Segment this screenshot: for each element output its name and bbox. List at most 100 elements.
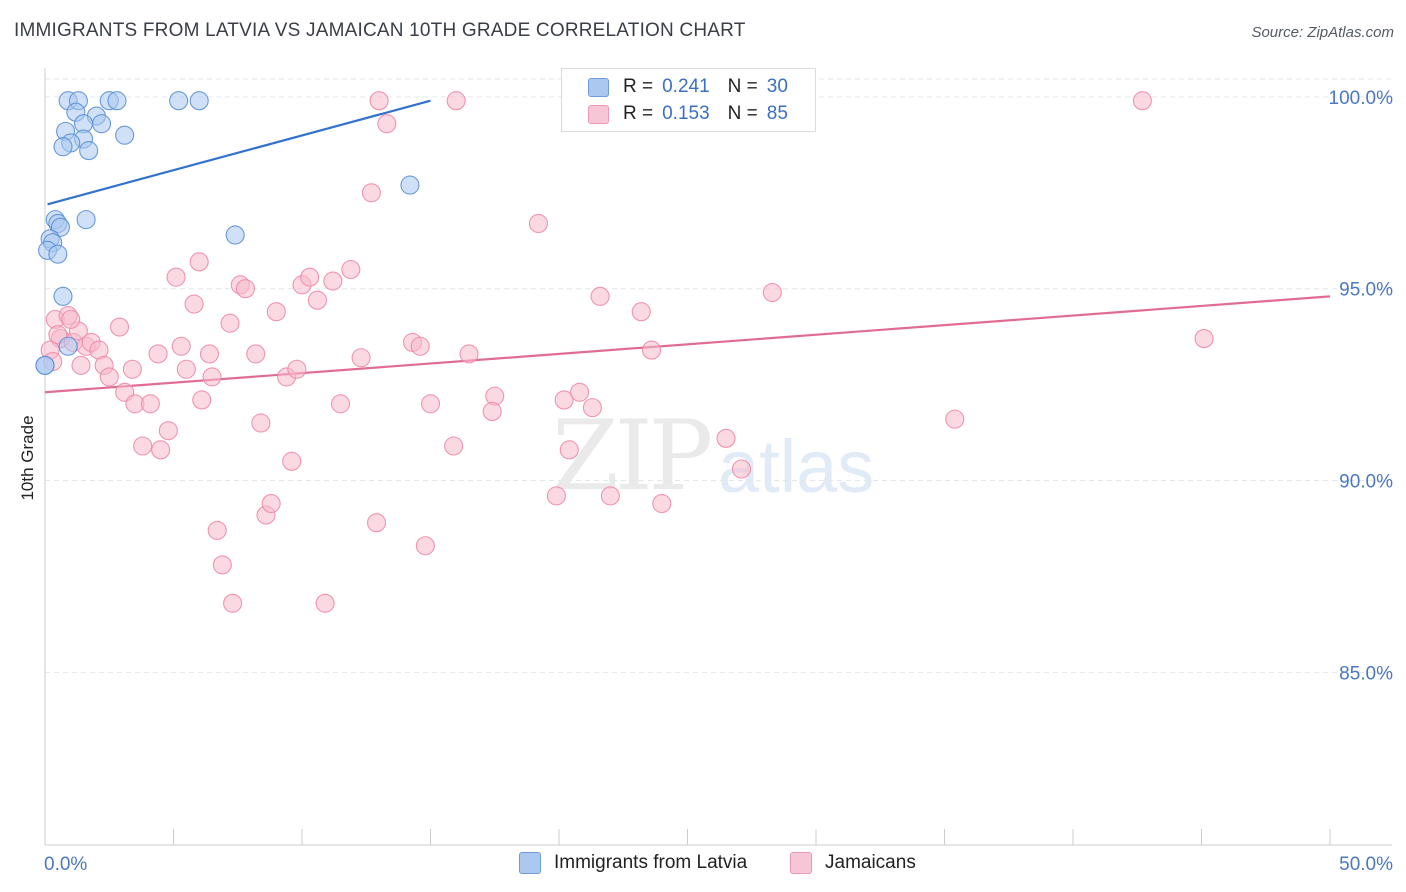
point-jamaicans (220, 313, 240, 333)
point-jamaicans (148, 344, 168, 364)
y-axis-title: 10th Grade (18, 415, 37, 500)
trend-line-jamaicans (44, 295, 1331, 394)
point-jamaicans (166, 267, 186, 287)
point-jamaicans (122, 359, 142, 379)
point-jamaicans (330, 394, 351, 414)
y-tick-label: 95.0% (1339, 280, 1393, 301)
point-jamaicans (631, 302, 651, 322)
point-jamaicans (716, 428, 736, 448)
y-tick-label: 100.0% (1329, 88, 1394, 109)
legend-n-label: N = (727, 76, 758, 97)
point-latvia (189, 91, 209, 111)
point-latvia (35, 355, 55, 375)
point-jamaicans (300, 267, 320, 287)
y-tick-label: 90.0% (1339, 472, 1393, 493)
point-jamaicans (207, 520, 227, 540)
watermark-zip: ZIP (552, 400, 713, 512)
point-latvia (225, 225, 245, 245)
legend-n-value: 85 (766, 103, 788, 124)
point-jamaicans (261, 493, 281, 514)
point-latvia (169, 91, 189, 111)
point-jamaicans (410, 336, 430, 356)
point-jamaicans (323, 271, 343, 291)
point-jamaicans (1194, 329, 1214, 349)
grid-lines (45, 78, 1392, 673)
point-jamaicans (266, 302, 286, 322)
data-points (35, 91, 1214, 613)
point-jamaicans (99, 367, 119, 387)
point-latvia (115, 125, 135, 145)
trend-line-latvia (47, 99, 431, 206)
point-latvia (53, 137, 73, 157)
legend-r-value: 0.153 (662, 103, 710, 124)
legend-n-value: 30 (766, 76, 788, 97)
point-jamaicans (71, 355, 91, 375)
point-jamaicans (559, 440, 579, 460)
bottom-legend-swatch-jamaicans (790, 852, 812, 874)
point-jamaicans (287, 359, 307, 379)
point-jamaicans (762, 282, 782, 303)
point-jamaicans (582, 398, 602, 418)
bottom-legend-jamaicans: Jamaicans (790, 852, 916, 874)
point-jamaicans (444, 436, 464, 456)
legend-row-jamaicans: R = 0.153 N = 85 (588, 102, 788, 126)
source-note: Source: ZipAtlas.com (1251, 24, 1394, 41)
bottom-legend-label-jamaicans: Jamaicans (825, 852, 916, 873)
point-jamaicans (446, 91, 466, 111)
point-jamaicans (361, 183, 381, 203)
point-jamaicans (202, 367, 222, 387)
point-jamaicans (223, 593, 243, 613)
chart-title: IMMIGRANTS FROM LATVIA VS JAMAICAN 10TH … (14, 20, 746, 41)
point-jamaicans (369, 91, 389, 111)
legend-r-value: 0.241 (662, 76, 710, 97)
point-jamaicans (133, 436, 153, 456)
legend-swatch-latvia (588, 77, 609, 97)
point-latvia (48, 244, 68, 264)
point-latvia (53, 286, 73, 306)
point-jamaicans (546, 486, 566, 506)
point-jamaicans (158, 421, 178, 441)
point-jamaicans (590, 286, 610, 306)
point-latvia (400, 175, 420, 195)
point-jamaicans (377, 114, 397, 134)
bottom-legend-label-latvia: Immigrants from Latvia (554, 852, 748, 873)
point-jamaicans (251, 413, 271, 433)
legend-r-label: R = (623, 103, 654, 124)
point-jamaicans (554, 390, 574, 410)
point-jamaicans (184, 294, 204, 314)
y-tick-label: 85.0% (1339, 663, 1393, 684)
point-latvia (58, 336, 78, 356)
point-jamaicans (140, 394, 160, 414)
point-latvia (91, 114, 112, 134)
point-jamaicans (366, 513, 387, 533)
point-jamaicans (315, 593, 335, 613)
axes (44, 68, 1392, 846)
point-jamaicans (307, 290, 327, 310)
x-tick-label: 0.0% (44, 854, 87, 875)
point-jamaicans (192, 390, 212, 410)
point-jamaicans (212, 555, 232, 575)
legend-r-label: R = (623, 76, 654, 97)
point-latvia (79, 141, 99, 161)
point-jamaicans (246, 344, 266, 364)
point-jamaicans (415, 536, 435, 556)
point-jamaicans (570, 382, 590, 402)
point-jamaicans (482, 401, 502, 422)
point-latvia (107, 91, 127, 111)
point-jamaicans (641, 340, 662, 360)
point-jamaicans (176, 359, 196, 379)
bottom-legend-latvia: Immigrants from Latvia (519, 852, 747, 874)
bottom-legend-swatch-latvia (519, 852, 541, 874)
point-jamaicans (61, 309, 81, 329)
point-jamaicans (109, 317, 130, 337)
point-jamaicans (341, 259, 361, 280)
tick-labels: 85.0% 90.0% 95.0% 100.0% 0.0% 50.0% 10th Grade (18, 88, 1393, 875)
point-jamaicans (528, 213, 548, 234)
point-latvia (76, 210, 96, 230)
point-jamaicans (171, 336, 191, 356)
point-jamaicans (1132, 91, 1152, 111)
legend-row-latvia: R = 0.241 N = 30 (588, 75, 788, 99)
point-jamaicans (420, 394, 441, 414)
point-jamaicans (282, 451, 302, 471)
